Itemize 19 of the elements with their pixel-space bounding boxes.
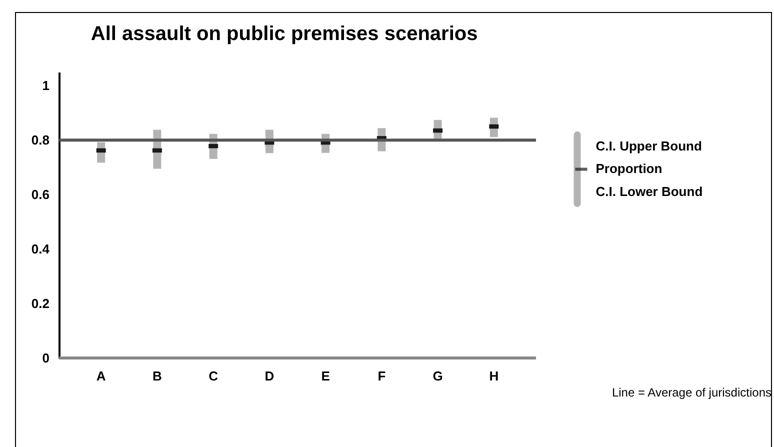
y-tick-label: 0 [42, 350, 50, 366]
y-tick-label: 0.6 [31, 187, 50, 202]
chart-title: All assault on public premises scenarios [90, 23, 478, 45]
text: C.I. Lower Bound [596, 184, 703, 200]
legend-label: Proportion [596, 161, 662, 176]
text: C.I. Upper Bound [596, 138, 702, 154]
y-tick-label: 1 [42, 78, 50, 94]
x-tick-label: A [96, 368, 106, 384]
y-tick-label: 0.8 [31, 132, 50, 148]
x-tick-label: H [489, 368, 499, 384]
y-tick-label: 0.2 [31, 296, 50, 312]
text: Line = Average of jurisdictions [612, 385, 772, 400]
x-tick-label: C [208, 368, 219, 384]
x-tick-label: F [378, 368, 386, 384]
x-tick-label: B [152, 368, 162, 384]
x-tick-label: G [432, 368, 443, 384]
y-tick-label: 0.4 [31, 242, 50, 257]
x-tick-label: D [264, 368, 274, 384]
x-tick-label: E [321, 368, 330, 384]
